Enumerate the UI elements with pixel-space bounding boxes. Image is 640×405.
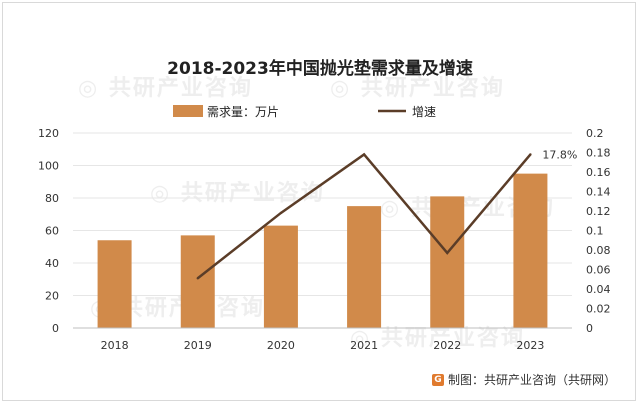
y-left-tick-label: 60 [45,225,59,238]
x-tick-label: 2021 [350,339,378,352]
source-footer: G 制图：共研产业咨询（共研网） [431,371,616,388]
line-point [529,153,532,156]
y-right-tick-label: 0.06 [586,264,611,277]
bar [513,173,548,328]
legend-label-line: 增速 [412,105,436,119]
y-left-tick-label: 20 [45,290,59,303]
line-point [196,277,199,280]
y-left-tick-label: 0 [52,322,59,335]
source-text: 制图：共研产业咨询（共研网） [447,373,616,387]
y-left-tick-label: 40 [45,257,59,270]
gongyan-logo-icon: G [431,373,444,386]
x-tick-label: 2018 [101,339,129,352]
bar [97,240,132,328]
y-right-tick-label: 0.16 [586,166,611,179]
y-right-tick-label: 0.12 [586,205,611,218]
y-left-tick-label: 120 [38,127,59,140]
x-tick-label: 2023 [516,339,544,352]
line-point [362,153,366,156]
y-left-tick-label: 80 [45,192,59,205]
y-right-tick-label: 0.14 [586,186,611,199]
chart-title: 2018-2023年中国抛光垫需求量及增速 [167,59,473,79]
x-tick-label: 2022 [433,339,461,352]
bar [263,225,298,328]
bar [430,196,465,328]
line-point [446,251,449,255]
line-point [279,211,283,215]
y-right-tick-label: 0 [586,322,593,335]
y-right-tick-label: 0.02 [586,303,611,316]
legend-swatch-bar [173,105,203,117]
x-tick-label: 2020 [267,339,295,352]
y-right-tick-label: 0.18 [586,147,611,160]
y-left-tick-label: 100 [38,160,59,173]
bar [347,206,382,328]
legend-label-bar: 需求量：万片 [207,105,279,119]
y-right-tick-label: 0.2 [586,127,604,140]
y-right-tick-label: 0.04 [586,283,611,296]
bar [180,235,215,328]
y-right-tick-label: 0.08 [586,244,611,257]
x-tick-label: 2019 [184,339,212,352]
data-label: 17.8% [542,148,577,161]
y-right-tick-label: 0.1 [586,225,604,238]
